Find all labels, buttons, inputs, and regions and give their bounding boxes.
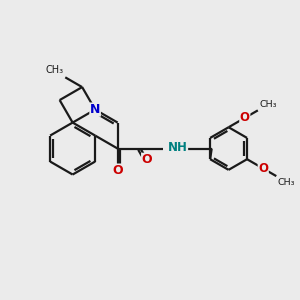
- Text: CH₃: CH₃: [259, 100, 277, 109]
- Text: O: O: [240, 111, 250, 124]
- Text: CH₃: CH₃: [278, 178, 295, 187]
- Text: NH: NH: [168, 142, 188, 154]
- Text: O: O: [142, 153, 152, 166]
- Text: CH₃: CH₃: [46, 65, 64, 75]
- Text: N: N: [90, 103, 100, 116]
- Text: O: O: [112, 164, 123, 177]
- Text: O: O: [258, 162, 268, 175]
